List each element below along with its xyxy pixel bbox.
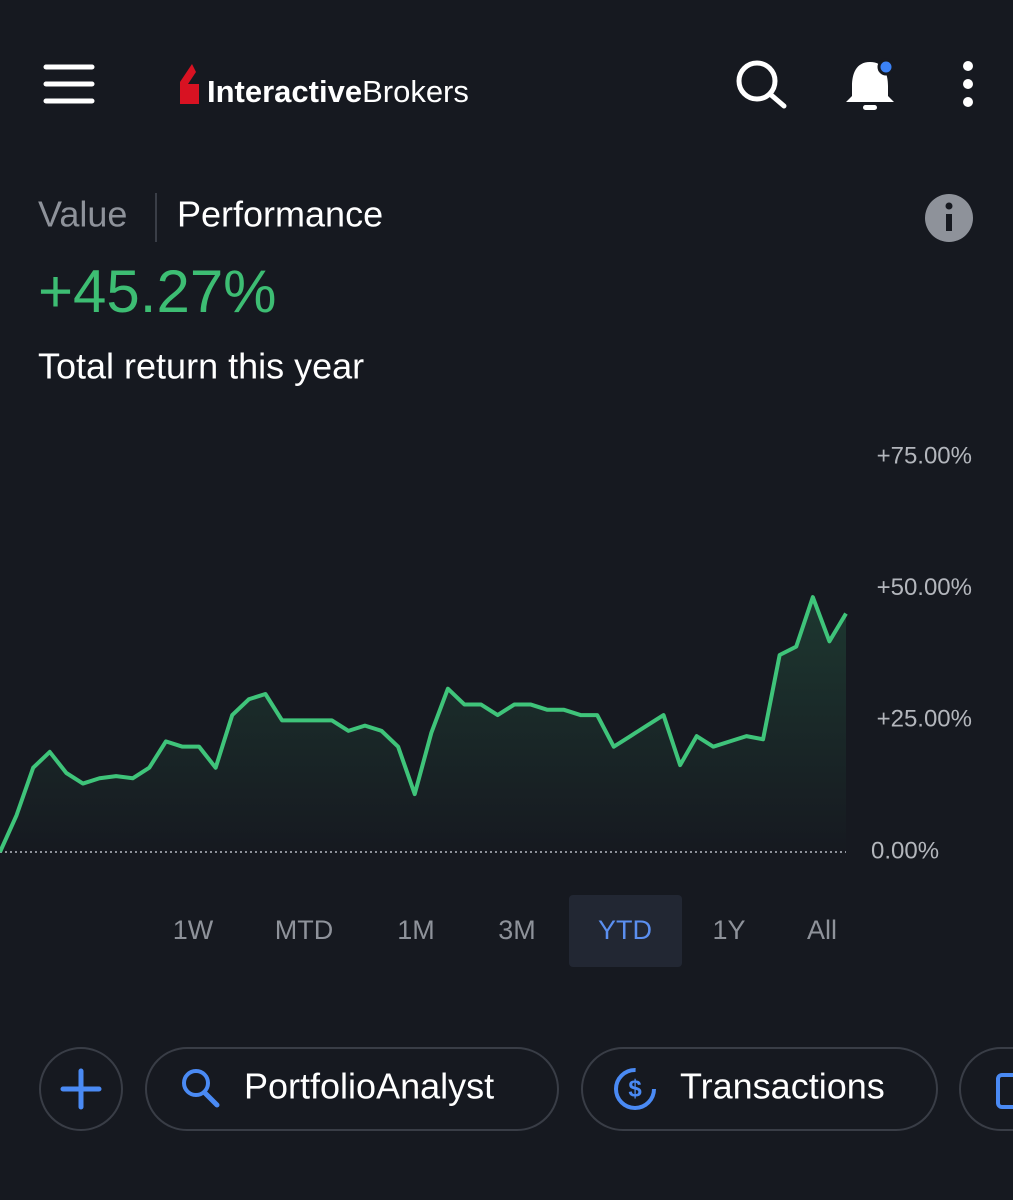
return-value: +45.27% bbox=[38, 258, 277, 325]
area bbox=[0, 597, 846, 852]
range-button[interactable]: YTD bbox=[598, 915, 652, 945]
add-button[interactable] bbox=[39, 1047, 123, 1131]
portfolioanalyst-chip[interactable]: PortfolioAnalyst bbox=[145, 1047, 559, 1131]
y-tick-label: +50.00% bbox=[877, 574, 972, 601]
logo-bold: Interactive bbox=[207, 74, 362, 109]
transactions-chip[interactable]: $ Transactions bbox=[581, 1047, 938, 1131]
range-button[interactable]: 1W bbox=[173, 915, 214, 945]
range-button[interactable]: 3M bbox=[498, 915, 536, 945]
tab-performance[interactable]: Performance bbox=[177, 194, 383, 235]
range-button[interactable]: MTD bbox=[275, 915, 333, 945]
notifications-button[interactable] bbox=[846, 58, 895, 110]
calendar-chip[interactable] bbox=[959, 1047, 1013, 1131]
range-button[interactable]: 1M bbox=[397, 915, 435, 945]
range-button[interactable]: All bbox=[807, 915, 837, 945]
search-button[interactable] bbox=[736, 60, 787, 109]
logo-light: Brokers bbox=[362, 74, 469, 109]
y-tick-label: +25.00% bbox=[877, 706, 972, 733]
range-selector: 1W MTD 1M 3M YTD 1Y All bbox=[173, 895, 837, 967]
tab-value[interactable]: Value bbox=[38, 194, 127, 235]
chip-label: Transactions bbox=[680, 1066, 885, 1107]
range-highlight bbox=[569, 895, 682, 967]
y-tick-label: 0.00% bbox=[871, 837, 939, 864]
logo-icon bbox=[180, 64, 199, 104]
logo: InteractiveBrokers bbox=[207, 74, 469, 109]
more-button[interactable] bbox=[963, 61, 973, 107]
chart: 0.00% +25.00% +50.00% +75.00% bbox=[0, 442, 972, 864]
return-caption: Total return this year bbox=[38, 346, 364, 387]
line bbox=[0, 595, 848, 853]
dollar-icon: $ bbox=[628, 1075, 642, 1102]
menu-button[interactable] bbox=[43, 64, 95, 104]
info-button[interactable] bbox=[925, 194, 973, 242]
range-button[interactable]: 1Y bbox=[712, 915, 745, 945]
chip-label: PortfolioAnalyst bbox=[244, 1066, 494, 1107]
y-tick-label: +75.00% bbox=[877, 442, 972, 469]
